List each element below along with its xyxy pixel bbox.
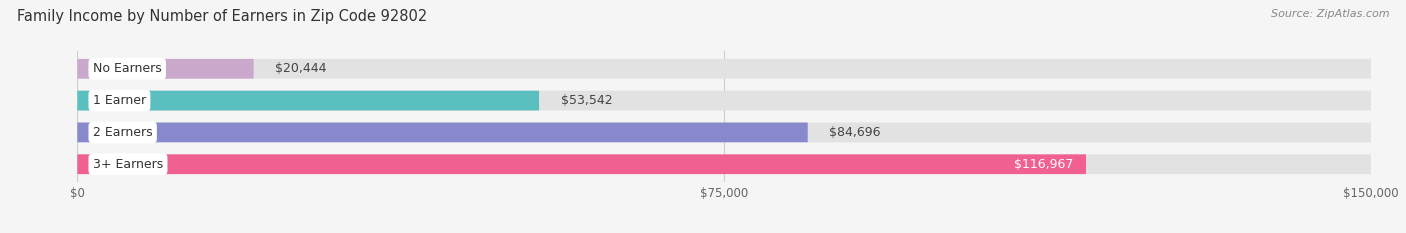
FancyBboxPatch shape [77,154,1085,174]
FancyBboxPatch shape [77,154,1371,174]
FancyBboxPatch shape [77,91,538,110]
Text: 1 Earner: 1 Earner [93,94,146,107]
FancyBboxPatch shape [77,123,1371,142]
FancyBboxPatch shape [77,59,253,79]
FancyBboxPatch shape [77,91,1371,110]
FancyBboxPatch shape [77,59,1371,79]
Text: $20,444: $20,444 [276,62,326,75]
Text: Family Income by Number of Earners in Zip Code 92802: Family Income by Number of Earners in Zi… [17,9,427,24]
Text: $53,542: $53,542 [561,94,612,107]
Text: Source: ZipAtlas.com: Source: ZipAtlas.com [1271,9,1389,19]
Text: No Earners: No Earners [93,62,162,75]
Text: $116,967: $116,967 [1014,158,1073,171]
Text: 2 Earners: 2 Earners [93,126,152,139]
Text: 3+ Earners: 3+ Earners [93,158,163,171]
Text: $84,696: $84,696 [830,126,880,139]
FancyBboxPatch shape [77,123,807,142]
